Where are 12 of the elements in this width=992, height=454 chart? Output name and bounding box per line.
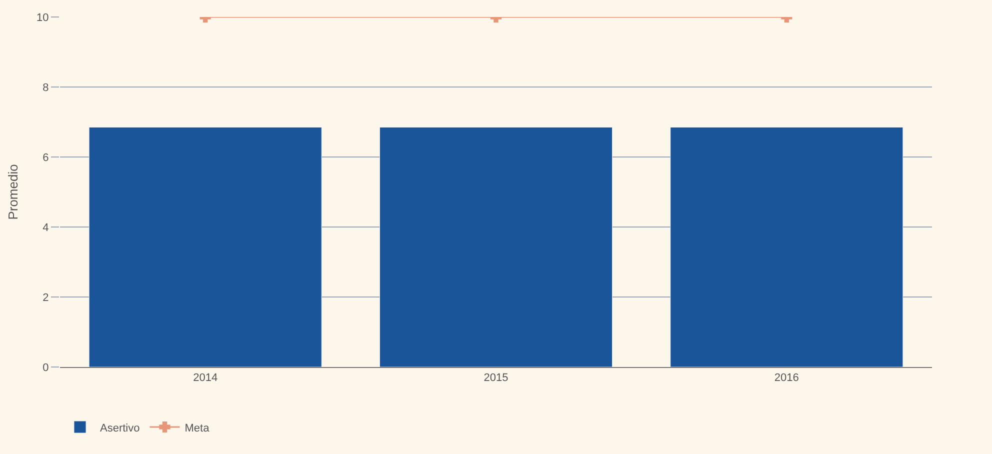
y-tick-label: 6: [42, 152, 49, 164]
y-tick-label: 0: [42, 362, 49, 374]
x-tick-label: 2016: [774, 372, 799, 384]
y-tick-label: 8: [42, 82, 49, 94]
x-tick-label: 2014: [193, 372, 218, 384]
legend-label: Meta: [184, 422, 210, 434]
x-tick-label: 2015: [484, 372, 508, 384]
legend-label: Asertivo: [100, 422, 140, 434]
y-tick-label: 10: [36, 12, 49, 24]
y-axis-title: Promedio: [6, 164, 20, 220]
y-tick-label: 2: [42, 292, 49, 304]
y-tick-label: 4: [42, 222, 49, 234]
